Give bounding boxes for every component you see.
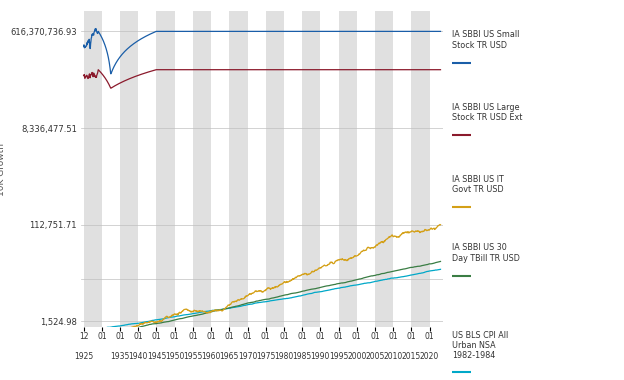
Text: 2005: 2005	[365, 352, 384, 361]
Y-axis label: 10K Growth: 10K Growth	[0, 142, 6, 196]
Text: IA SBBI US Small
Stock TR USD: IA SBBI US Small Stock TR USD	[452, 30, 520, 50]
Text: 2000: 2000	[347, 352, 366, 361]
Text: IA SBBI US IT
Govt TR USD: IA SBBI US IT Govt TR USD	[452, 175, 504, 194]
Text: 1935: 1935	[110, 352, 130, 361]
Text: 1955: 1955	[183, 352, 203, 361]
Bar	[120, 11, 139, 327]
Bar	[229, 11, 248, 327]
Text: 2015: 2015	[402, 352, 421, 361]
Text: 1975: 1975	[256, 352, 275, 361]
Text: 1945: 1945	[147, 352, 166, 361]
Bar	[157, 11, 175, 327]
Bar	[302, 11, 320, 327]
Text: 1990: 1990	[311, 352, 330, 361]
Text: IA SBBI US Large
Stock TR USD Ext: IA SBBI US Large Stock TR USD Ext	[452, 103, 523, 122]
Text: 1960: 1960	[202, 352, 221, 361]
Text: 1980: 1980	[275, 352, 293, 361]
Bar	[84, 11, 102, 327]
Bar	[375, 11, 393, 327]
Text: US BLS CPI All
Urban NSA
1982-1984: US BLS CPI All Urban NSA 1982-1984	[452, 331, 509, 360]
Bar	[266, 11, 284, 327]
Text: 1925: 1925	[74, 352, 94, 361]
Text: 1985: 1985	[293, 352, 312, 361]
Bar	[411, 11, 429, 327]
Text: 1965: 1965	[220, 352, 239, 361]
Text: 1970: 1970	[238, 352, 257, 361]
Text: IA SBBI US 30
Day TBill TR USD: IA SBBI US 30 Day TBill TR USD	[452, 243, 520, 263]
Text: 1995: 1995	[329, 352, 348, 361]
Text: 1940: 1940	[129, 352, 148, 361]
Text: 1950: 1950	[165, 352, 184, 361]
Text: 2020: 2020	[420, 352, 439, 361]
Text: 2010: 2010	[384, 352, 402, 361]
Bar	[193, 11, 211, 327]
Bar	[339, 11, 357, 327]
